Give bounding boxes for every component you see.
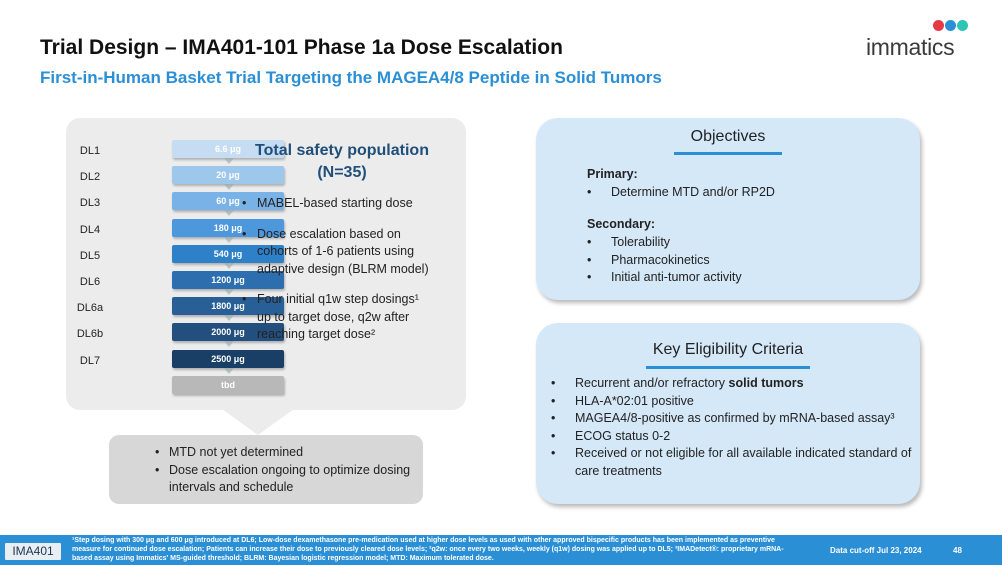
panel-pointer [222, 409, 294, 435]
logo-dot-red [933, 20, 944, 31]
chevron-down-icon [224, 236, 234, 243]
dose-level-label: DL3 [79, 197, 101, 210]
dose-bar: tbd [172, 375, 284, 394]
primary-item: Determine MTD and/or RP2D [587, 184, 907, 202]
primary-heading: Primary: [587, 167, 638, 181]
safety-title-line2: (N=35) [317, 164, 367, 181]
dose-level-label: DL1 [79, 145, 101, 157]
program-tag: IMA401 [5, 543, 61, 560]
eligibility-item-emphasis: solid tumors [728, 376, 804, 390]
dose-bar: 20 μg [172, 166, 284, 185]
dose-level-label: DL6a [76, 302, 104, 315]
logo-dot-blue [945, 20, 956, 31]
dose-bar: 6.6 μg [172, 140, 284, 158]
eligibility-item: Received or not eligible for all availab… [551, 445, 915, 480]
page-number: 48 [953, 546, 962, 555]
safety-bullet: Dose escalation based on cohorts of 1-6 … [242, 226, 432, 279]
slide-subtitle: First-in-Human Basket Trial Targeting th… [40, 68, 662, 87]
logo-dots [933, 20, 968, 31]
eligibility-panel: Key Eligibility Criteria Recurrent and/o… [536, 323, 920, 504]
eligibility-title: Key Eligibility Criteria [652, 341, 804, 358]
footnote: ¹Step dosing with 300 μg and 600 μg intr… [72, 537, 784, 562]
logo-dot-teal [957, 20, 968, 31]
chevron-down-icon [224, 262, 234, 269]
objectives-panel: Objectives Primary: Determine MTD and/or… [536, 118, 920, 300]
chevron-down-icon [224, 184, 234, 191]
dose-level-label: DL2 [79, 171, 101, 184]
status-list: MTD not yet determined Dose escalation o… [155, 444, 415, 497]
safety-bullet: MABEL-based starting dose [242, 195, 432, 213]
chevron-down-icon [224, 210, 234, 217]
chevron-down-icon [224, 158, 234, 164]
dose-level-row: tbd [66, 375, 286, 402]
slide-title: Trial Design – IMA401-101 Phase 1a Dose … [40, 36, 563, 59]
dose-level-label: DL4 [79, 223, 101, 236]
objectives-underline [674, 152, 782, 155]
dose-level-row: DL1 6.6 μg [66, 140, 286, 166]
eligibility-item: MAGEA4/8-positive as confirmed by mRNA-b… [551, 410, 915, 428]
dose-level-row: DL2 20 μg [66, 166, 286, 192]
eligibility-item: ECOG status 0-2 [551, 428, 915, 446]
eligibility-item: Recurrent and/or refractory solid tumors [551, 375, 915, 393]
chevron-down-icon [224, 315, 234, 322]
immatics-logo: immatics [866, 20, 976, 62]
eligibility-item: HLA-A*02:01 positive [551, 393, 915, 411]
secondary-item: Initial anti-tumor activity [587, 269, 907, 287]
secondary-heading: Secondary: [587, 217, 656, 231]
objectives-title: Objectives [690, 128, 766, 145]
eligibility-item-text: Recurrent and/or refractory [575, 376, 729, 390]
safety-population-title: Total safety population (N=35) [226, 140, 458, 184]
status-item: MTD not yet determined [155, 444, 415, 462]
safety-title-line1: Total safety population [255, 142, 429, 159]
status-item: Dose escalation ongoing to optimize dosi… [155, 462, 415, 497]
dose-level-label: DL7 [79, 354, 101, 367]
secondary-list: Tolerability Pharmacokinetics Initial an… [587, 234, 907, 287]
dose-level-label: DL6b [76, 328, 104, 341]
status-box: MTD not yet determined Dose escalation o… [109, 435, 423, 504]
safety-bullet: Four initial q1w step dosings¹ up to tar… [242, 291, 432, 344]
dose-level-row: DL7 2500 μg [66, 349, 286, 376]
dose-level-label: DL5 [79, 249, 101, 262]
safety-bullet-list: MABEL-based starting dose Dose escalatio… [242, 195, 432, 357]
primary-list: Determine MTD and/or RP2D [587, 184, 907, 202]
eligibility-underline [646, 366, 810, 369]
secondary-item: Pharmacokinetics [587, 252, 907, 270]
data-cutoff: Data cut-off Jul 23, 2024 [830, 546, 922, 555]
dose-bar: 2500 μg [172, 349, 284, 368]
secondary-item: Tolerability [587, 234, 907, 252]
chevron-down-icon [224, 341, 234, 348]
chevron-down-icon [224, 289, 234, 295]
dose-level-label: DL6 [79, 276, 101, 288]
chevron-down-icon [224, 367, 234, 374]
footer-bar: IMA401 ¹Step dosing with 300 μg and 600 … [0, 535, 1002, 565]
logo-text: immatics [866, 34, 955, 60]
eligibility-list: Recurrent and/or refractory solid tumors… [551, 375, 915, 480]
